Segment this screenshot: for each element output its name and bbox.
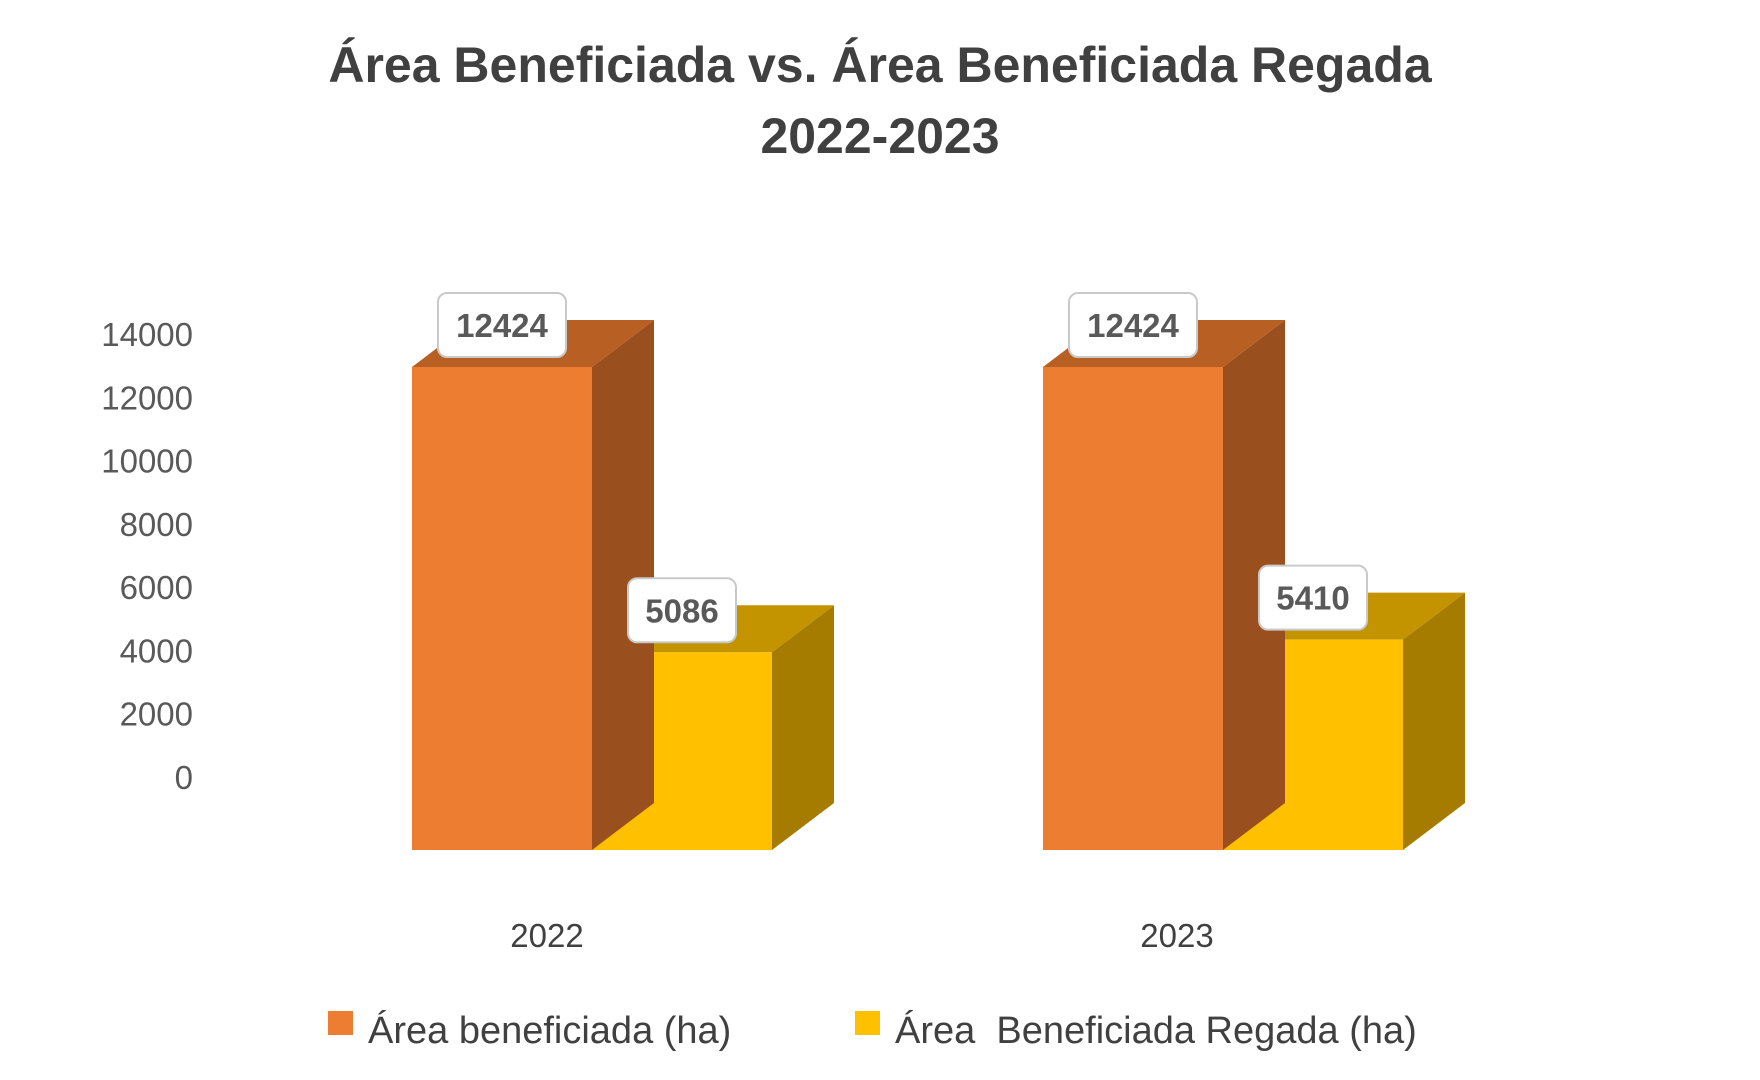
data-label: 12424 xyxy=(437,292,567,358)
legend-label: Área Beneficiada Regada (ha) xyxy=(895,1009,1417,1052)
bar-side-face xyxy=(592,320,654,850)
y-axis: 0 2000 4000 6000 8000 10000 12000 14000 xyxy=(101,316,193,796)
y-tick-label: 8000 xyxy=(120,506,193,543)
legend-swatch xyxy=(328,1011,353,1035)
legend-item: Área beneficiada (ha) xyxy=(328,1009,731,1052)
x-tick-label: 2023 xyxy=(1140,917,1213,954)
legend-label: Área beneficiada (ha) xyxy=(368,1009,731,1052)
chart-title-line-1: Área Beneficiada vs. Área Beneficiada Re… xyxy=(328,37,1432,93)
data-label-text: 12424 xyxy=(456,307,548,344)
y-tick-label: 2000 xyxy=(120,696,193,733)
y-tick-label: 12000 xyxy=(101,379,193,416)
bars xyxy=(412,320,1465,850)
legend: Área beneficiada (ha) Área Beneficiada Re… xyxy=(328,1009,1417,1052)
bar-side-face xyxy=(772,605,834,850)
data-label-text: 12424 xyxy=(1087,307,1179,344)
bar-side-face xyxy=(1403,592,1465,850)
y-tick-label: 4000 xyxy=(120,632,193,669)
data-label: 5410 xyxy=(1258,564,1368,631)
data-label-text: 5086 xyxy=(645,592,718,629)
bar-front-face xyxy=(412,367,592,850)
legend-item: Área Beneficiada Regada (ha) xyxy=(855,1009,1417,1052)
data-label-text: 5410 xyxy=(1276,580,1349,617)
bar-2023-series-1 xyxy=(1043,320,1285,850)
y-tick-label: 14000 xyxy=(101,316,193,353)
bar-front-face xyxy=(1043,367,1223,850)
data-label-box xyxy=(1068,292,1198,358)
y-tick-label: 6000 xyxy=(120,569,193,606)
legend-swatch xyxy=(855,1011,880,1035)
data-label-box xyxy=(437,292,567,358)
chart-title-line-2: 2022-2023 xyxy=(760,108,999,164)
data-label-box xyxy=(1258,564,1368,631)
y-tick-label: 0 xyxy=(175,759,193,796)
x-tick-label: 2022 xyxy=(510,917,583,954)
data-label: 5086 xyxy=(627,577,737,644)
chart-title: Área Beneficiada vs. Área Beneficiada Re… xyxy=(328,37,1432,164)
y-tick-label: 10000 xyxy=(101,443,193,480)
data-label-box xyxy=(627,577,737,644)
data-label: 12424 xyxy=(1068,292,1198,358)
data-labels: 12424 5086 12424 5410 xyxy=(437,292,1368,644)
x-axis: 2022 2023 xyxy=(510,917,1213,954)
bar-side-face xyxy=(1223,320,1285,850)
bar-2022-series-1 xyxy=(412,320,654,850)
